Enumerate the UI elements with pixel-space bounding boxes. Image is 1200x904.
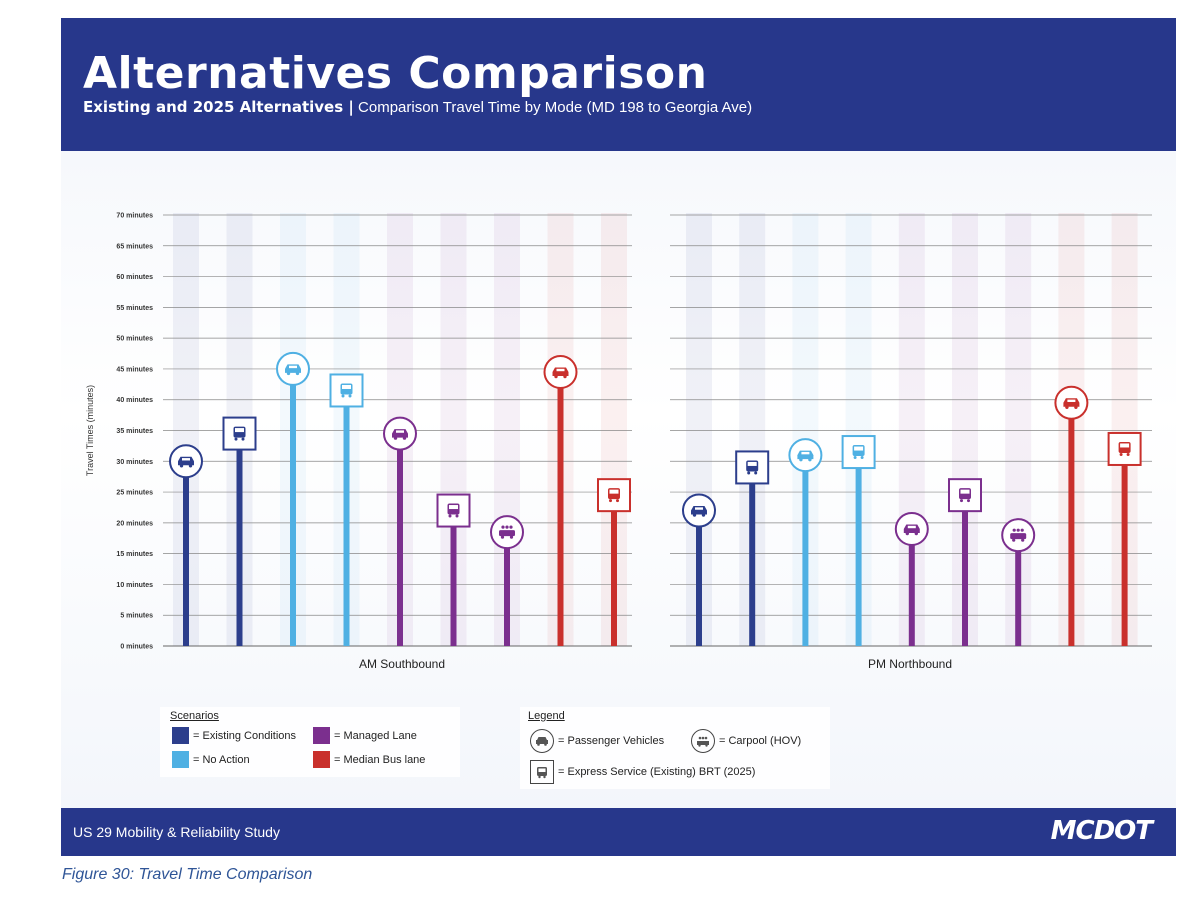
scenario-no-action-label: = No Action bbox=[193, 754, 250, 766]
y-axis-label: Travel Times (minutes) bbox=[85, 385, 95, 476]
mode-passenger: = Passenger Vehicles bbox=[530, 729, 664, 753]
swatch-median-bus bbox=[313, 751, 330, 768]
mode-carpool: = Carpool (HOV) bbox=[691, 729, 801, 753]
bar-am-southbound-2 bbox=[237, 434, 243, 646]
bar-pm-northbound-6 bbox=[962, 495, 968, 646]
scenario-existing: = Existing Conditions bbox=[172, 727, 296, 744]
bar-am-southbound-6 bbox=[451, 511, 457, 646]
bar-am-southbound-9 bbox=[611, 495, 617, 646]
bar-pm-northbound-3 bbox=[802, 455, 808, 646]
study-name: US 29 Mobility & Reliability Study bbox=[73, 824, 280, 840]
y-tick-label: 0 minutes bbox=[120, 644, 153, 651]
bar-am-southbound-5 bbox=[397, 434, 403, 646]
scenarios-title: Scenarios bbox=[170, 710, 219, 722]
y-tick-label: 5 minutes bbox=[120, 613, 153, 620]
scenario-median-bus: = Median Bus lane bbox=[313, 751, 425, 768]
mcdot-logo: MCDOT bbox=[1051, 816, 1152, 846]
bar-am-southbound-4 bbox=[344, 390, 350, 646]
y-tick-label: 30 minutes bbox=[116, 459, 153, 466]
modes-title: Legend bbox=[528, 710, 565, 722]
footer-banner: US 29 Mobility & Reliability Study MCDOT bbox=[61, 808, 1176, 856]
y-tick-label: 40 minutes bbox=[116, 397, 153, 404]
y-tick-label: 45 minutes bbox=[116, 366, 153, 373]
scenario-no-action: = No Action bbox=[172, 751, 250, 768]
y-tick-label: 35 minutes bbox=[116, 428, 153, 435]
bar-am-southbound-1 bbox=[183, 461, 189, 646]
bar-am-southbound-8 bbox=[558, 372, 564, 646]
bar-pm-northbound-5 bbox=[909, 529, 915, 646]
y-tick-label: 15 minutes bbox=[116, 551, 153, 558]
y-tick-label: 55 minutes bbox=[116, 305, 153, 312]
scenario-existing-label: = Existing Conditions bbox=[193, 730, 296, 742]
carpool-icon bbox=[691, 729, 715, 753]
mode-bus-label: = Express Service (Existing) BRT (2025) bbox=[558, 766, 755, 778]
swatch-existing bbox=[172, 727, 189, 744]
car-icon bbox=[530, 729, 554, 753]
figure-caption: Figure 30: Travel Time Comparison bbox=[62, 866, 312, 884]
bar-am-southbound-7 bbox=[504, 532, 510, 646]
scenario-managed: = Managed Lane bbox=[313, 727, 417, 744]
bar-am-southbound-3 bbox=[290, 369, 296, 646]
bar-pm-northbound-4 bbox=[856, 452, 862, 646]
y-tick-label: 50 minutes bbox=[116, 336, 153, 343]
swatch-managed bbox=[313, 727, 330, 744]
bar-pm-northbound-9 bbox=[1122, 449, 1128, 646]
bar-pm-northbound-2 bbox=[749, 467, 755, 646]
mode-bus: = Express Service (Existing) BRT (2025) bbox=[530, 760, 755, 784]
bus-icon bbox=[530, 760, 554, 784]
scenario-managed-label: = Managed Lane bbox=[334, 730, 417, 742]
y-tick-label: 65 minutes bbox=[116, 243, 153, 250]
y-tick-label: 25 minutes bbox=[116, 490, 153, 497]
group-label: AM Southbound bbox=[359, 657, 445, 671]
bar-pm-northbound-8 bbox=[1068, 403, 1074, 646]
y-tick-label: 70 minutes bbox=[116, 213, 153, 220]
bar-pm-northbound-1 bbox=[696, 511, 702, 646]
mode-carpool-label: = Carpool (HOV) bbox=[719, 735, 801, 747]
group-label: PM Northbound bbox=[868, 657, 952, 671]
mode-passenger-label: = Passenger Vehicles bbox=[558, 735, 664, 747]
y-tick-label: 10 minutes bbox=[116, 582, 153, 589]
y-tick-label: 60 minutes bbox=[116, 274, 153, 281]
y-tick-label: 20 minutes bbox=[116, 520, 153, 527]
scenario-median-bus-label: = Median Bus lane bbox=[334, 754, 425, 766]
swatch-no-action bbox=[172, 751, 189, 768]
